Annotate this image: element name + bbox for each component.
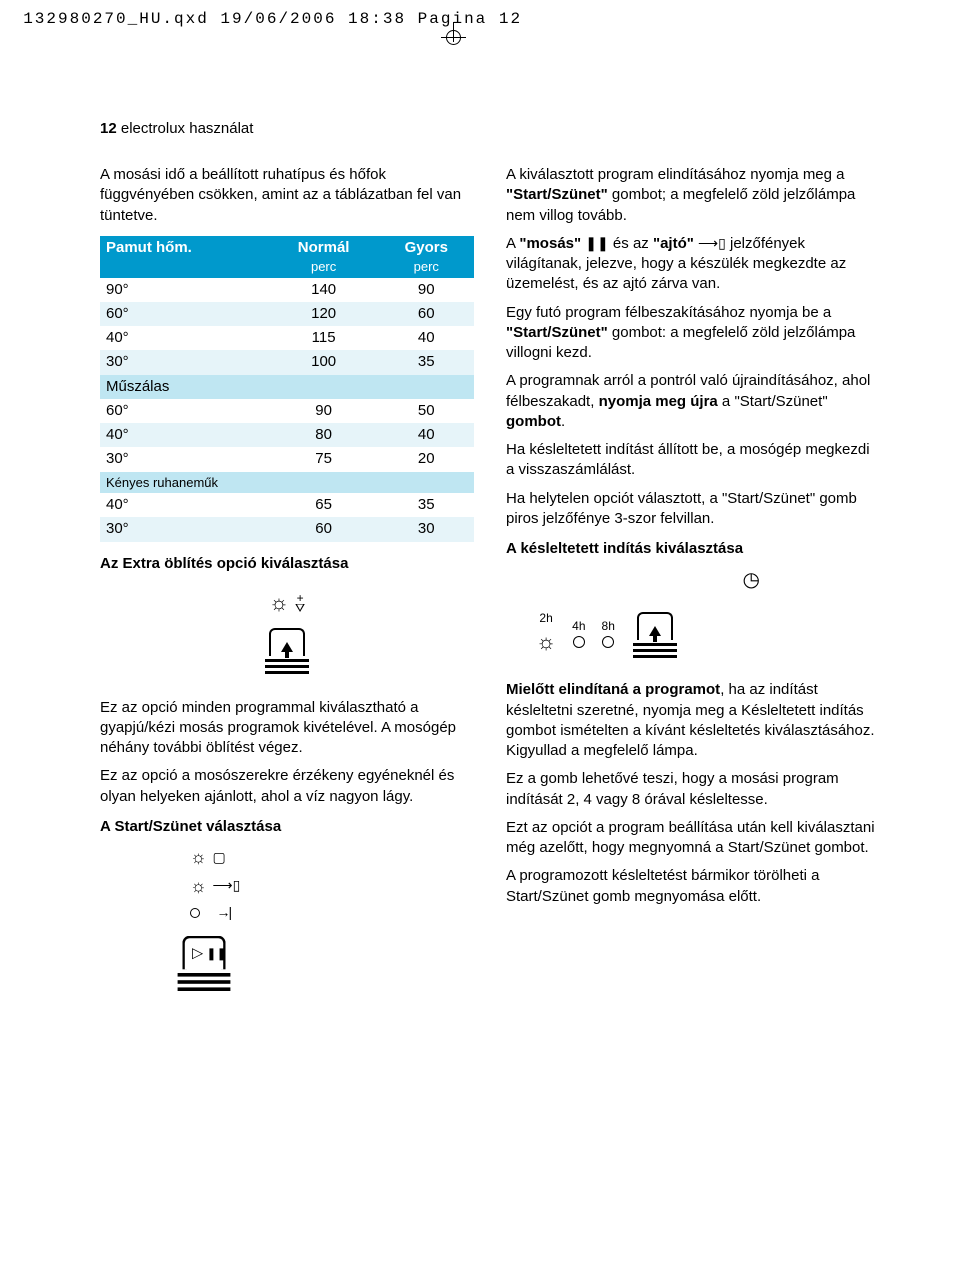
button-press-icon: ▷ ❚❚ bbox=[175, 928, 233, 993]
extra-rinse-p1: Ez az opció minden programmal kiválaszth… bbox=[100, 698, 474, 759]
clock-icon bbox=[743, 573, 760, 590]
delay-8h: 8h bbox=[602, 618, 615, 648]
wash-time-table: Pamut hőm. Normálperc Gyorsperc 90°14090… bbox=[100, 236, 474, 542]
section-delicates: Kényes ruhaneműk bbox=[100, 472, 474, 494]
start-pause-heading: A Start/Szünet választása bbox=[100, 817, 474, 837]
extra-rinse-button-diagram: +⛛ bbox=[100, 588, 474, 676]
col-quick: Gyorsperc bbox=[379, 236, 474, 278]
table-row: 40°6535 bbox=[100, 493, 474, 517]
r-p10: A programozott késleltetést bármikor tör… bbox=[506, 866, 880, 907]
table-row: 90°14090 bbox=[100, 278, 474, 302]
table-row: 40°8040 bbox=[100, 423, 474, 447]
crop-mark-h bbox=[441, 37, 466, 38]
extra-rinse-p2: Ez az opció a mosószerekre érzékeny egyé… bbox=[100, 766, 474, 807]
light-off-icon bbox=[190, 908, 200, 918]
delay-start-diagram: 2h 4h 8h bbox=[536, 606, 880, 660]
r-p4: A programnak arról a pontról való újrain… bbox=[506, 371, 880, 432]
r-p7: Mielőtt elindítaná a programot, ha az in… bbox=[506, 680, 880, 761]
r-p8: Ez a gomb lehetővé teszi, hogy a mosási … bbox=[506, 769, 880, 810]
end-icon bbox=[216, 902, 230, 924]
left-column: A mosási idő a beállított ruhatípus és h… bbox=[100, 165, 474, 988]
col-temp: Pamut hőm. bbox=[100, 236, 269, 278]
delay-2h: 2h bbox=[536, 610, 556, 656]
delay-4h: 4h bbox=[572, 618, 585, 648]
r-p6: Ha helytelen opciót választott, a "Start… bbox=[506, 489, 880, 530]
start-pause-lights-diagram: ▢ ⟶▯ bbox=[190, 845, 474, 924]
light-icon bbox=[269, 588, 289, 618]
light-icon bbox=[190, 845, 207, 870]
extra-rinse-icon: +⛛ bbox=[295, 593, 305, 613]
pause-icon: ▢ bbox=[213, 848, 226, 867]
light-icon bbox=[190, 874, 207, 899]
extra-rinse-heading: Az Extra öblítés opció kiválasztása bbox=[100, 554, 474, 574]
table-row: 60°9050 bbox=[100, 399, 474, 423]
table-row: 30°10035 bbox=[100, 350, 474, 374]
r-p3: Egy futó program félbeszakításához nyomj… bbox=[506, 303, 880, 364]
table-row: 30°6030 bbox=[100, 517, 474, 541]
light-off-icon bbox=[602, 636, 614, 648]
table-header-row: Pamut hőm. Normálperc Gyorsperc bbox=[100, 236, 474, 278]
r-p9: Ezt az opciót a program beállítása után … bbox=[506, 818, 880, 859]
intro-text: A mosási idő a beállított ruhatípus és h… bbox=[100, 165, 474, 226]
r-p2: A "mosás" ❚❚ és az "ajtó" ⟶▯ jelzőfények… bbox=[506, 234, 880, 295]
button-press-icon bbox=[631, 606, 679, 660]
table-row: 60°12060 bbox=[100, 302, 474, 326]
col-normal: Normálperc bbox=[269, 236, 379, 278]
light-icon bbox=[536, 636, 556, 652]
pause-icon: ❚❚ bbox=[585, 235, 608, 251]
door-lock-icon: ⟶▯ bbox=[213, 876, 241, 895]
r-p1: A kiválasztott program elindításához nyo… bbox=[506, 165, 880, 226]
r-p5: Ha késleltetett indítást állított be, a … bbox=[506, 440, 880, 481]
section-synthetics: Műszálas bbox=[100, 375, 474, 399]
crop-header: 132980270_HU.qxd 19/06/2006 18:38 Pagina… bbox=[0, 10, 960, 28]
delay-heading: A késleltetett indítás kiválasztása bbox=[506, 539, 880, 559]
door-lock-icon: ⟶▯ bbox=[698, 235, 726, 251]
button-press-icon bbox=[263, 622, 311, 676]
page-header: 12 electrolux használat bbox=[100, 120, 880, 137]
light-off-icon bbox=[573, 636, 585, 648]
right-column: A kiválasztott program elindításához nyo… bbox=[506, 165, 880, 988]
table-row: 30°7520 bbox=[100, 447, 474, 471]
table-row: 40°11540 bbox=[100, 326, 474, 350]
